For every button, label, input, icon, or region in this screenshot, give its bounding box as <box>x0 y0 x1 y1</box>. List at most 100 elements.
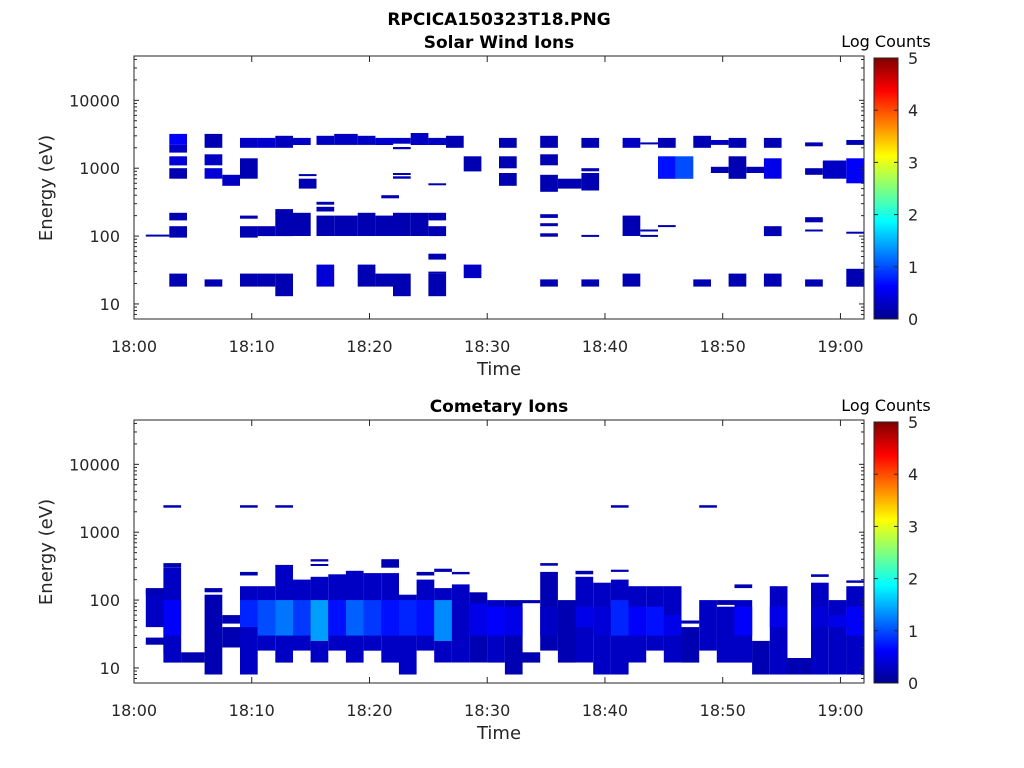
heatmap-cell <box>846 580 864 583</box>
heatmap-cell <box>275 273 293 297</box>
heatmap-cell <box>846 231 864 234</box>
heatmap-cells <box>145 505 864 675</box>
colorbar-tick-label: 5 <box>908 413 918 432</box>
heatmap-cell <box>416 571 435 576</box>
heatmap-cell <box>646 606 664 636</box>
colorbar-tick-label: 2 <box>908 570 918 589</box>
heatmap-cell <box>398 600 417 636</box>
heatmap-cell <box>763 137 782 148</box>
y-tick-label: 100 <box>89 591 120 610</box>
heatmap-cells <box>145 133 864 297</box>
heatmap-cell <box>581 137 600 148</box>
heatmap-cell <box>363 600 382 636</box>
heatmap-cell <box>811 606 829 628</box>
colorbar-tick-label: 1 <box>908 622 918 641</box>
heatmap-cell <box>169 133 187 145</box>
x-tick-label: 18:10 <box>229 701 275 720</box>
heatmap-cell <box>846 606 864 636</box>
heatmap-cell <box>316 215 335 236</box>
heatmap-cell <box>681 620 700 624</box>
heatmap-cell <box>257 226 276 237</box>
heatmap-cell <box>752 640 770 675</box>
heatmap-cell <box>328 600 346 636</box>
heatmap-cell <box>169 145 187 153</box>
y-axis-label: Energy (eV) <box>36 499 57 605</box>
heatmap-cell <box>381 195 399 199</box>
heatmap-cell <box>593 606 611 636</box>
colorbar-ticks: 0 1 2 3 4 5 <box>874 49 918 329</box>
heatmap-cell <box>451 584 470 663</box>
x-tick-label: 18:50 <box>700 701 746 720</box>
heatmap-cell <box>334 215 358 236</box>
heatmap-cell <box>828 600 847 675</box>
heatmap-cell <box>628 606 647 636</box>
heatmap-cell <box>204 594 223 675</box>
heatmap-cell <box>428 212 447 221</box>
heatmap-cell <box>581 234 600 237</box>
heatmap-cell <box>145 588 164 595</box>
heatmap-cell <box>240 226 258 238</box>
heatmap-cell <box>581 168 600 172</box>
heatmap-cell <box>293 212 311 236</box>
x-axis-label: Time <box>476 723 521 744</box>
panel-title: Solar Wind Ions <box>424 33 575 53</box>
x-tick-label: 19:00 <box>817 337 863 356</box>
heatmap-cell <box>663 615 682 636</box>
heatmap-cell <box>610 600 629 636</box>
heatmap-cell <box>658 137 676 148</box>
heatmap-cell <box>540 606 558 636</box>
heatmap-cell <box>499 156 517 169</box>
heatmap-cell <box>710 166 729 173</box>
heatmap-cell <box>699 600 717 651</box>
colorbar-tick-label: 2 <box>908 206 918 225</box>
colorbar-tick-label: 4 <box>908 101 918 120</box>
heatmap-cell <box>169 226 187 238</box>
heatmap-cell <box>169 212 187 221</box>
heatmap-cell <box>769 606 788 628</box>
heatmap-cell <box>240 505 258 508</box>
heatmap-cell <box>393 147 411 150</box>
y-tick-label: 100 <box>89 227 120 246</box>
heatmap-cell <box>557 178 582 189</box>
heatmap-cell <box>805 217 823 223</box>
heatmap-cell <box>310 600 329 641</box>
colorbar-label: Log Counts <box>841 32 931 51</box>
x-tick-label: 18:40 <box>582 701 628 720</box>
heatmap-cell <box>728 156 747 179</box>
heatmap-cell <box>434 600 452 641</box>
colorbar-tick-label: 0 <box>908 310 918 329</box>
heatmap-cell <box>222 174 240 186</box>
heatmap-cell <box>316 264 335 287</box>
heatmap-cell <box>822 160 847 179</box>
colorbar-tick-label: 3 <box>908 153 918 172</box>
heatmap-cell <box>446 135 464 148</box>
x-tick-label: 18:00 <box>111 701 157 720</box>
heatmap-cell <box>293 600 311 636</box>
colorbar-tick-label: 5 <box>908 49 918 68</box>
x-tick-label: 18:30 <box>464 701 510 720</box>
colorbar-tick-label: 4 <box>908 465 918 484</box>
heatmap-cell <box>416 600 435 636</box>
heatmap-cell <box>469 603 488 636</box>
heatmap-cell <box>257 137 276 148</box>
y-tick-label: 10000 <box>69 91 120 110</box>
heatmap-cell <box>275 135 293 148</box>
heatmap-cell <box>357 264 376 287</box>
colorbar-tick-label: 1 <box>908 258 918 277</box>
panel-title: Cometary Ions <box>430 397 569 417</box>
heatmap-cell <box>710 140 729 145</box>
heatmap-cell <box>658 225 676 228</box>
heatmap-cell <box>145 637 164 645</box>
x-tick-label: 18:20 <box>346 701 392 720</box>
heatmap-cell <box>345 600 364 636</box>
heatmap-cell <box>805 279 823 287</box>
heatmap-cell <box>428 226 447 237</box>
heatmap-cell <box>811 574 829 577</box>
colorbar <box>873 421 899 684</box>
x-tick-label: 18:40 <box>582 337 628 356</box>
heatmap-cell <box>716 606 735 663</box>
heatmap-cell <box>828 615 847 628</box>
heatmap-cell <box>499 137 517 148</box>
heatmap-cell <box>581 173 600 191</box>
